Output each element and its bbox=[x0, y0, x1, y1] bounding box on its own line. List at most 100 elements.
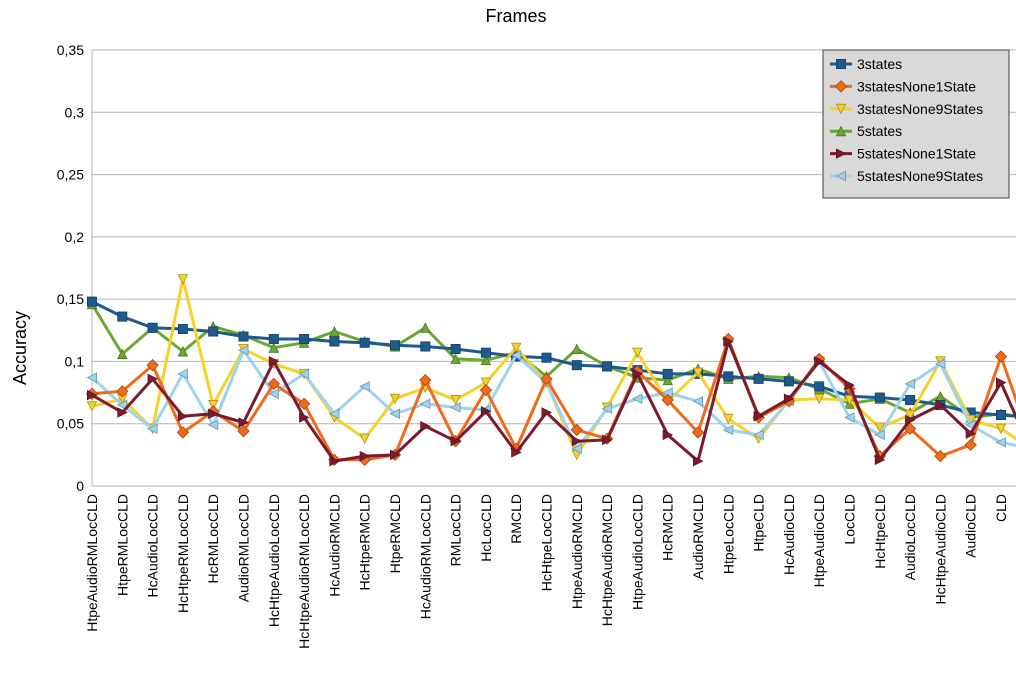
data-point bbox=[632, 368, 643, 380]
data-point bbox=[874, 454, 886, 466]
data-point bbox=[450, 402, 461, 413]
series-line bbox=[90, 348, 1016, 451]
data-point bbox=[147, 423, 158, 434]
data-point bbox=[450, 343, 461, 354]
legend-label: 3states bbox=[857, 56, 902, 72]
data-point bbox=[389, 340, 400, 351]
data-point bbox=[238, 417, 249, 428]
data-point bbox=[844, 379, 855, 391]
data-point bbox=[723, 336, 734, 347]
x-tick-label: LocCLD bbox=[842, 494, 858, 545]
data-point bbox=[420, 322, 431, 333]
legend-marker bbox=[834, 80, 848, 93]
data-point bbox=[571, 343, 583, 354]
x-tick-label: RMCLD bbox=[508, 494, 524, 544]
y-tick-label: 0,05 bbox=[57, 416, 84, 432]
series-line bbox=[91, 300, 1016, 418]
x-tick-label: HtpeAudioCLD bbox=[811, 494, 827, 587]
legend-item: 5statesNone1State bbox=[830, 146, 976, 162]
y-tick-label: 0,3 bbox=[65, 104, 85, 120]
data-point bbox=[177, 324, 188, 335]
y-tick-label: 0,25 bbox=[57, 167, 84, 183]
y-tick-label: 0,1 bbox=[65, 353, 85, 369]
data-point bbox=[299, 334, 310, 345]
x-tick-label: HcHtpeCLD bbox=[872, 494, 888, 569]
x-tick-label: HcRMLocCLD bbox=[205, 494, 221, 583]
data-point bbox=[268, 356, 280, 367]
data-point bbox=[146, 359, 159, 372]
data-point bbox=[570, 423, 583, 437]
x-tick-label: CLD bbox=[993, 494, 1009, 522]
data-point bbox=[753, 429, 764, 441]
data-point bbox=[419, 373, 432, 387]
data-point bbox=[117, 348, 128, 359]
data-point bbox=[450, 435, 462, 447]
legend-marker bbox=[836, 148, 847, 159]
data-point bbox=[329, 326, 340, 337]
data-point bbox=[722, 424, 734, 436]
data-point bbox=[208, 326, 219, 337]
x-tick-label: HtpeAudioRMLocCLD bbox=[84, 494, 100, 632]
data-point bbox=[693, 455, 704, 467]
data-point bbox=[691, 426, 705, 439]
data-point bbox=[996, 409, 1007, 420]
data-point bbox=[874, 422, 886, 433]
legend-label: 5statesNone1State bbox=[857, 146, 976, 162]
data-point bbox=[783, 376, 794, 387]
y-axis-label: Accuracy bbox=[10, 311, 30, 385]
x-tick-label: HcHtpeAudioCLD bbox=[932, 494, 948, 605]
data-point bbox=[874, 429, 885, 441]
legend-marker bbox=[835, 170, 846, 182]
data-point bbox=[995, 437, 1006, 448]
data-point bbox=[510, 349, 522, 361]
y-tick-label: 0,2 bbox=[65, 229, 85, 245]
x-tick-label: HcAudioCLD bbox=[781, 494, 797, 575]
x-tick-label: HcAudioRMCLD bbox=[326, 494, 342, 597]
legend-marker bbox=[835, 125, 847, 137]
data-point bbox=[904, 409, 916, 421]
y-tick-label: 0,15 bbox=[57, 291, 84, 307]
data-point bbox=[208, 408, 219, 419]
data-point bbox=[541, 407, 552, 418]
data-point bbox=[480, 406, 492, 417]
x-tick-label: HtpeAudioLocCLD bbox=[629, 494, 645, 610]
data-point bbox=[450, 353, 461, 364]
legend-item: 3statesNone9States bbox=[830, 101, 983, 117]
x-tick-label: HcHtpeAudioRMCLD bbox=[599, 494, 615, 626]
data-point bbox=[602, 434, 613, 446]
x-tick-label: HcLocCLD bbox=[478, 494, 494, 562]
data-point bbox=[359, 381, 370, 392]
data-point bbox=[207, 400, 219, 411]
x-tick-label: HcHtpeLocCLD bbox=[539, 494, 555, 591]
x-tick-label: HtpeRMLocCLD bbox=[114, 494, 130, 596]
legend-label: 5statesNone9States bbox=[857, 168, 983, 184]
legend-item: 5statesNone9States bbox=[830, 168, 983, 184]
legend-box bbox=[822, 49, 1010, 199]
data-point bbox=[329, 336, 340, 347]
data-point bbox=[176, 426, 190, 439]
data-point bbox=[117, 407, 128, 418]
data-point bbox=[661, 393, 674, 407]
data-point bbox=[602, 361, 613, 372]
legend-item: 5states bbox=[830, 123, 902, 139]
data-point bbox=[511, 447, 522, 458]
x-tick-label: HcAudioLocCLD bbox=[145, 494, 161, 598]
data-point bbox=[297, 397, 311, 410]
data-point bbox=[631, 393, 643, 405]
data-point bbox=[995, 423, 1007, 435]
data-point bbox=[571, 360, 582, 371]
y-tick-label: 0,35 bbox=[57, 42, 84, 58]
series-5statesNone9States bbox=[86, 344, 1016, 454]
data-point bbox=[117, 311, 128, 322]
data-point bbox=[844, 395, 855, 406]
legend-label: 3statesNone9States bbox=[857, 101, 983, 117]
data-point bbox=[359, 450, 371, 462]
x-tick-label: HcHtpeAudioLocCLD bbox=[266, 494, 282, 627]
data-point bbox=[389, 408, 401, 419]
data-point bbox=[268, 388, 279, 400]
x-tick-label: HcHtpeRMLocCLD bbox=[175, 494, 191, 613]
data-point bbox=[874, 392, 885, 403]
data-point bbox=[177, 368, 188, 380]
data-point bbox=[238, 344, 249, 356]
data-point bbox=[934, 449, 947, 463]
